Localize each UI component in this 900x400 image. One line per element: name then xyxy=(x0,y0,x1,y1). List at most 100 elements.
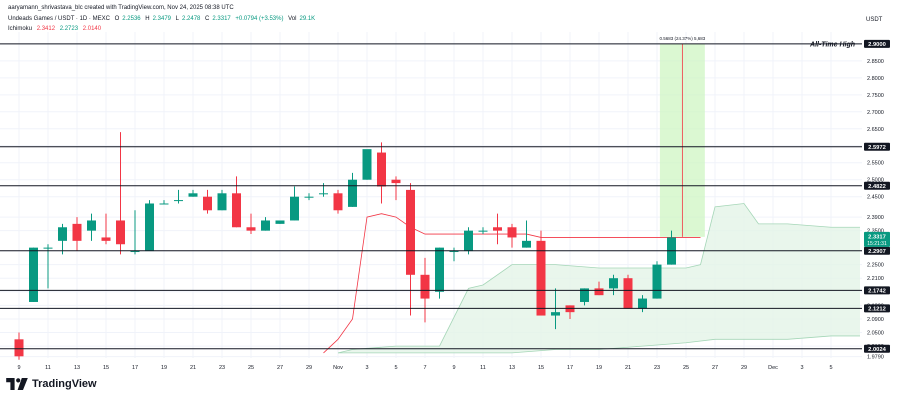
candle-body xyxy=(130,251,140,253)
current-price-bg xyxy=(864,231,890,247)
time-axis[interactable]: 9 11 13 15 17 19 21 23 25 27 29 Nov 3 5 7 9 11 13 15 17 19 21… xyxy=(17,365,832,371)
candle-body xyxy=(478,230,488,232)
price-tick-label: 2.6500 xyxy=(867,127,884,133)
candle xyxy=(623,274,633,309)
level-tag-label: 2.9000 xyxy=(868,42,886,48)
time-tick-label: 17 xyxy=(132,365,138,371)
candle xyxy=(406,183,415,316)
time-tick-label: 19 xyxy=(161,365,167,371)
cloud-top-line xyxy=(337,203,860,354)
level-tag-label: 2.0024 xyxy=(868,347,887,353)
indicator-name[interactable]: Ichimoku xyxy=(8,26,33,32)
candle-body xyxy=(522,240,531,248)
level-tag-bg xyxy=(864,181,890,190)
time-tick-label: 13 xyxy=(509,365,515,371)
candle-body xyxy=(449,251,459,253)
candle-body xyxy=(377,152,386,187)
time-tick-label: 11 xyxy=(45,365,51,371)
horizontal-levels[interactable]: All-Time High xyxy=(0,41,862,350)
candle-body xyxy=(217,193,227,211)
level-price-tag: 2.1742 xyxy=(864,286,890,295)
candle-body xyxy=(391,179,401,184)
candle xyxy=(638,295,647,313)
time-tick-label: 25 xyxy=(683,365,689,371)
close-label: C xyxy=(205,16,210,22)
measure-label: 0.5683 (24.37%) 5,683 xyxy=(659,36,705,41)
time-tick-label: Nov xyxy=(333,365,343,371)
time-tick-label: 5 xyxy=(829,365,832,371)
high-value: 2.3479 xyxy=(152,16,171,22)
indicator-legend: Ichimoku 2.3412 2.2723 2.0140 xyxy=(8,25,104,33)
candle xyxy=(594,281,604,296)
time-tick-label: 19 xyxy=(596,365,602,371)
level-tag-label: 2.4822 xyxy=(868,184,886,190)
time-tick-label: 9 xyxy=(452,365,455,371)
candle xyxy=(333,189,343,214)
time-tick-label: 29 xyxy=(741,365,747,371)
level-tag-bg xyxy=(864,142,890,151)
price-tick-label: 2.7000 xyxy=(867,110,884,116)
price-tick-label: 1.9790 xyxy=(867,355,884,361)
level-tag-bg xyxy=(864,286,890,295)
candle-body xyxy=(493,227,502,231)
candle xyxy=(536,230,546,316)
candle xyxy=(319,183,328,197)
candle-body xyxy=(261,220,270,231)
candle xyxy=(275,220,285,224)
time-tick-label: 15 xyxy=(103,365,109,371)
time-tick-label: 23 xyxy=(654,365,660,371)
candle-body xyxy=(333,193,343,211)
candle-body xyxy=(43,247,53,249)
time-tick-label: 17 xyxy=(567,365,573,371)
level-price-tag: 2.1212 xyxy=(864,304,890,313)
price-tick-label: 2.0500 xyxy=(867,331,884,337)
tradingview-logo[interactable]: TradingView xyxy=(6,378,97,390)
candle xyxy=(391,176,401,201)
candle xyxy=(29,247,38,302)
candle-body xyxy=(362,149,372,180)
tradingview-logo-icon xyxy=(6,378,28,390)
cloud-bottom-line xyxy=(338,335,860,354)
candle-body xyxy=(188,193,198,197)
level-note: All-Time High xyxy=(809,41,855,48)
candle-body xyxy=(290,196,299,221)
currency-label: USDT xyxy=(866,17,883,23)
low-value: 2.2478 xyxy=(182,16,201,22)
candle xyxy=(507,223,517,248)
indicator-value-3: 2.0140 xyxy=(82,26,102,32)
candle xyxy=(362,149,372,180)
time-tick-label: 21 xyxy=(190,365,196,371)
time-tick-label: 3 xyxy=(800,365,803,371)
candle-body xyxy=(304,196,314,198)
candle-body xyxy=(652,264,662,299)
candle-body xyxy=(275,220,285,224)
candle xyxy=(478,227,488,235)
price-range-measure[interactable]: 0.5683 (24.37%) 5,683 xyxy=(659,36,706,237)
time-tick-label: 23 xyxy=(219,365,225,371)
candle xyxy=(377,142,386,204)
price-tick-label: 2.2100 xyxy=(867,276,884,282)
candle xyxy=(145,200,154,252)
candle xyxy=(435,247,444,299)
time-tick-label: 13 xyxy=(74,365,80,371)
indicator-value-1: 2.3412 xyxy=(36,26,56,32)
candle-body xyxy=(609,278,618,289)
time-tick-label: 5 xyxy=(394,365,397,371)
candle xyxy=(290,186,299,221)
symbol-name[interactable]: Undeads Games / USDT · 1D · MEXC xyxy=(8,16,110,22)
ichimoku-cloud xyxy=(337,203,860,354)
price-axis-bg xyxy=(862,0,900,400)
candle-body xyxy=(14,339,24,357)
candle xyxy=(203,189,212,214)
time-tick-label: 9 xyxy=(17,365,20,371)
candle-body xyxy=(246,227,256,231)
price-axis[interactable]: 2.90002.85002.80002.75002.70002.65002.60… xyxy=(862,0,900,400)
close-value: 2.3317 xyxy=(212,16,231,22)
candle xyxy=(87,213,96,241)
high-label: H xyxy=(145,16,150,22)
candle xyxy=(493,213,502,245)
level-tag-bg xyxy=(864,246,890,255)
price-tick-label: 2.0900 xyxy=(867,317,884,323)
